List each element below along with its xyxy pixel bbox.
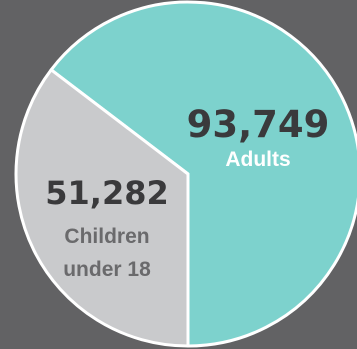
- pie-slice-adults: [49, 0, 357, 348]
- value-label-children: 51,282: [45, 174, 168, 212]
- pie-slices: [14, 0, 357, 348]
- category-label-children-line2: under 18: [63, 258, 151, 281]
- category-label-children-line1: Children: [64, 225, 149, 248]
- value-label-adults: 93,749: [187, 103, 330, 146]
- category-label-adults: Adults: [225, 148, 290, 171]
- pie-slice-children: [14, 68, 190, 348]
